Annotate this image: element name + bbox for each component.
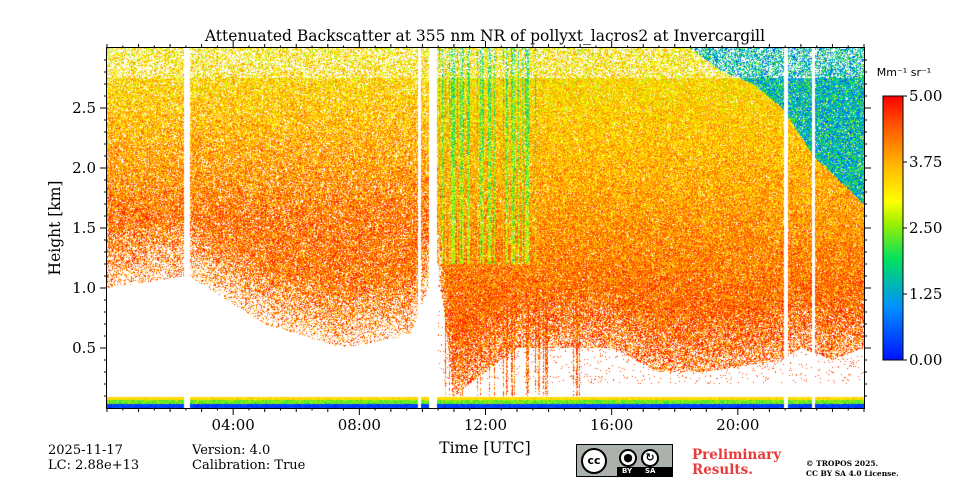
footer-version: Version: 4.0: [192, 443, 271, 458]
footer-lidar-constant: LC: 2.88e+13: [48, 458, 140, 473]
y-tick-label: 0.5: [72, 339, 96, 357]
creative-commons-icon: cc: [581, 448, 607, 474]
cc-badge-strip: BY SA: [617, 467, 672, 476]
copyright-note: © TROPOS 2025. CC BY SA 4.0 License.: [806, 459, 899, 479]
preliminary-line-1: Preliminary: [692, 447, 782, 463]
colorbar-tick-label: 2.50: [909, 219, 942, 237]
y-tick-label: 2.0: [72, 159, 96, 177]
cc-sa-label: SA: [645, 467, 656, 475]
attribution-icon: ●: [619, 449, 637, 467]
cc-by-label: BY: [622, 467, 633, 475]
footer-date: 2025-11-17: [48, 443, 123, 458]
copyright-line-2: CC BY SA 4.0 License.: [806, 469, 899, 478]
colorbar-tick-label: 0.00: [909, 351, 942, 369]
colorbar-unit-label: Mm⁻¹ sr⁻¹: [877, 66, 931, 79]
cc-license-badge: cc ● ↻ BY SA: [576, 444, 673, 477]
chart-title: Attenuated Backscatter at 355 nm NR of p…: [204, 27, 765, 45]
y-axis: 0.5 1.0 1.5 2.0 2.5: [72, 59, 871, 397]
preliminary-results-note: Preliminary Results.: [692, 448, 781, 478]
y-tick-label: 1.0: [72, 279, 96, 297]
colorbar: [882, 95, 904, 361]
preliminary-line-2: Results.: [692, 462, 753, 478]
x-tick-label: 16:00: [590, 416, 633, 434]
colorbar-tick-label: 3.75: [909, 153, 942, 171]
colorbar-tick-label: 1.25: [909, 285, 942, 303]
footer-calibration: Calibration: True: [192, 458, 306, 473]
backscatter-heatmap: [107, 48, 864, 408]
y-axis-label: Height [km]: [46, 181, 64, 276]
y-tick-label: 1.5: [72, 219, 96, 237]
y-tick-label: 2.5: [72, 99, 96, 117]
x-tick-label: 12:00: [464, 416, 507, 434]
colorbar-ticks: 0.00 1.25 2.50 3.75 5.00: [903, 87, 942, 369]
share-alike-icon: ↻: [641, 449, 659, 467]
x-tick-label: 08:00: [338, 416, 381, 434]
colorbar-tick-label: 5.00: [909, 87, 942, 105]
x-tick-label: 04:00: [212, 416, 255, 434]
copyright-line-1: © TROPOS 2025.: [806, 459, 879, 468]
x-tick-label: 20:00: [716, 416, 759, 434]
x-axis-label: Time [UTC]: [439, 439, 530, 457]
heatmap-image: [107, 48, 864, 408]
x-axis: 04:00 08:00 12:00 16:00 20:00: [106, 41, 865, 434]
